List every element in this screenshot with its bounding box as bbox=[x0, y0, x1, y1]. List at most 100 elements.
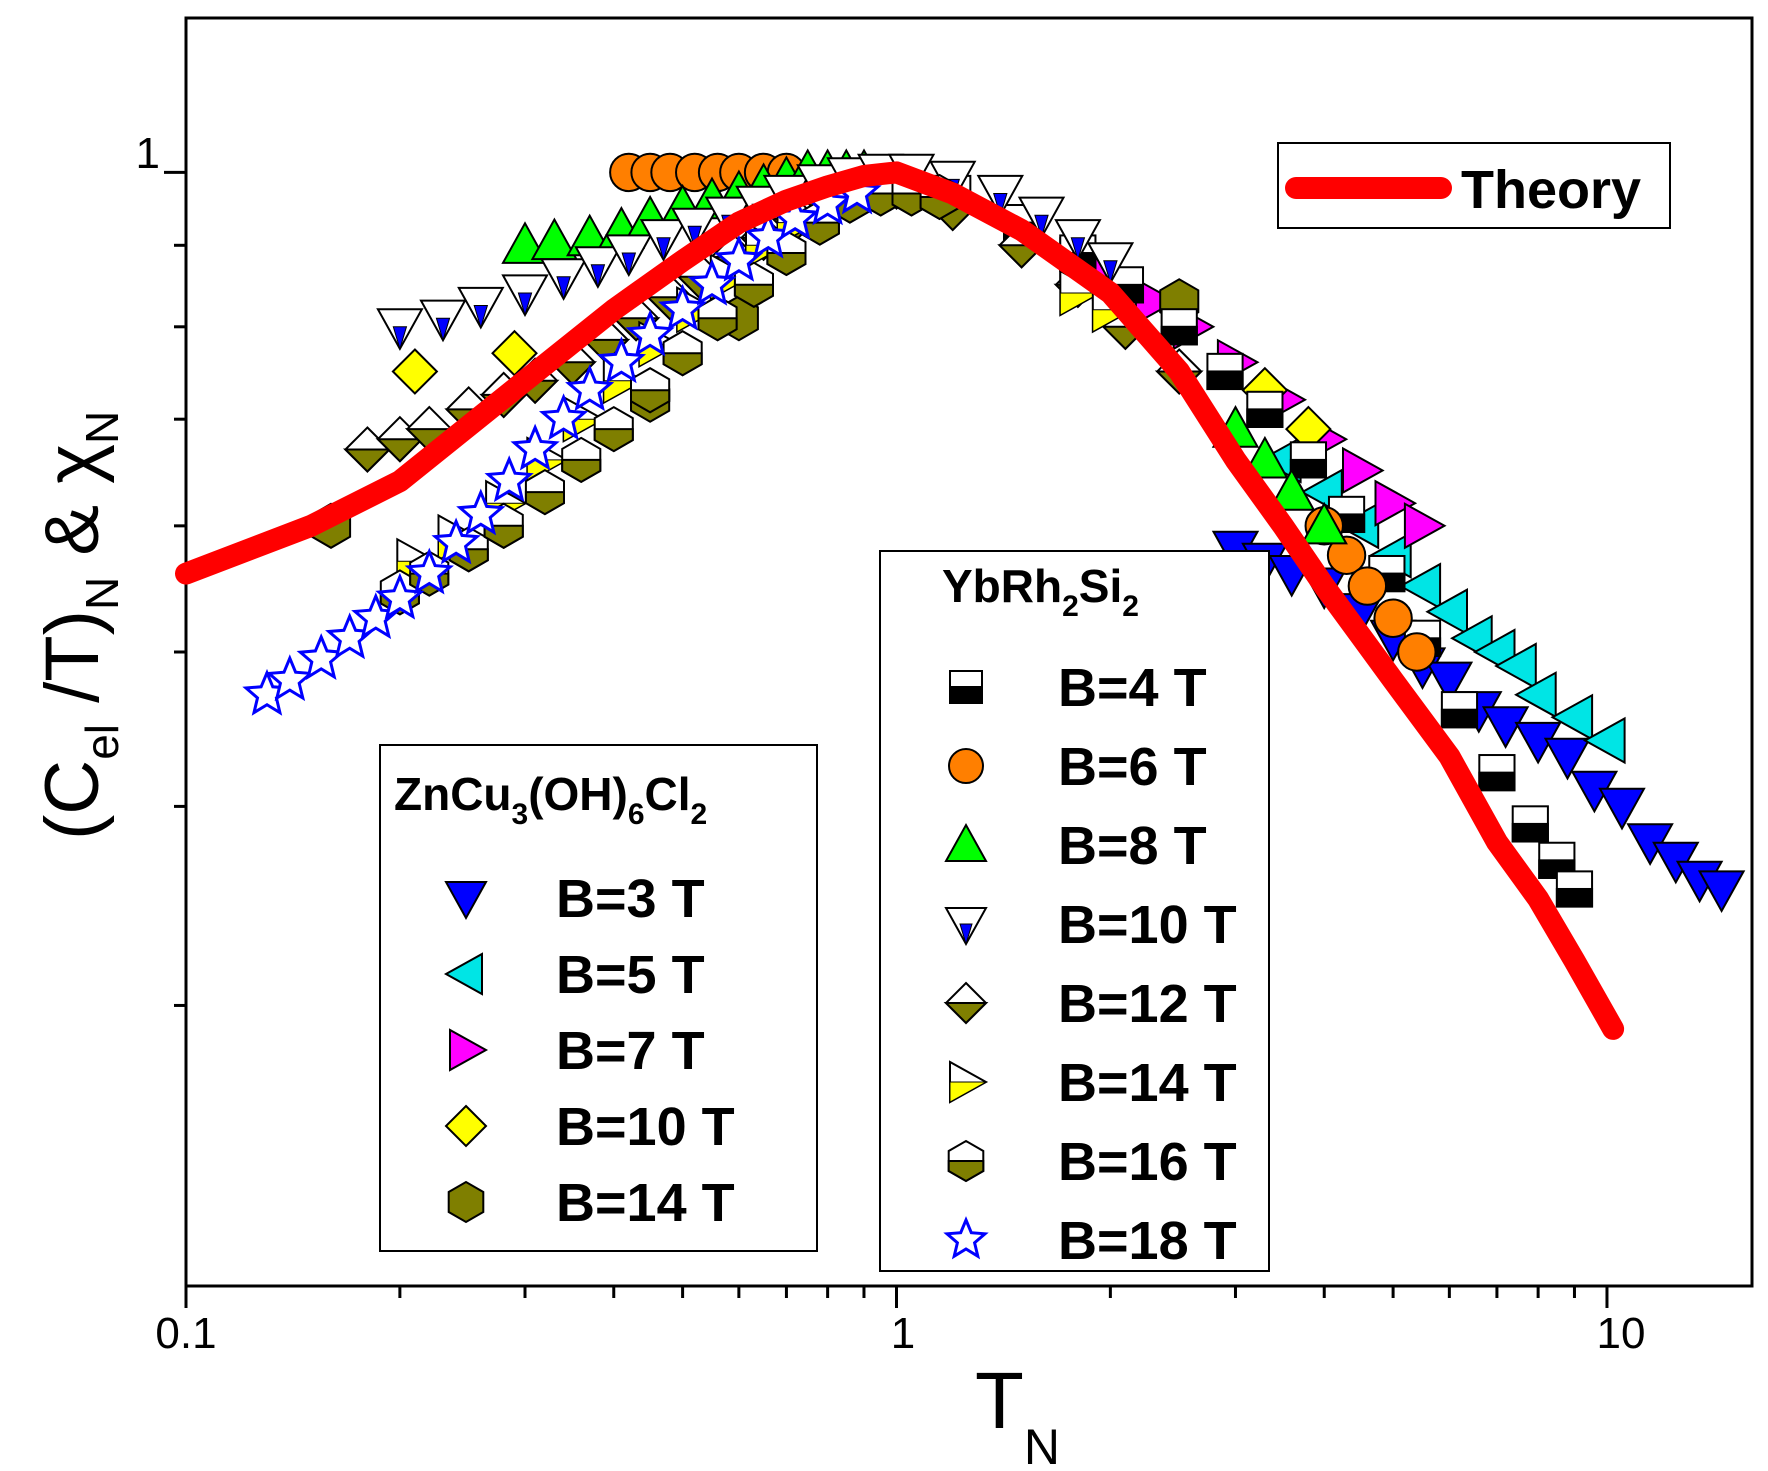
data-point bbox=[1555, 870, 1594, 908]
data-point bbox=[1017, 196, 1066, 240]
legend-label: B=4 T bbox=[1058, 658, 1207, 718]
data-point bbox=[561, 436, 602, 484]
data-point bbox=[565, 364, 615, 412]
data-point bbox=[574, 246, 622, 289]
data-point bbox=[1494, 642, 1537, 690]
series-yb-12 bbox=[242, 167, 882, 716]
legend-marker bbox=[449, 1028, 489, 1072]
theory-legend: Theory bbox=[1277, 142, 1671, 229]
data-point bbox=[671, 207, 719, 251]
legend-title-part: (OH) bbox=[528, 768, 628, 820]
legend-zncu-entries: B=3 T B=5 T B=7 T B=10 T B=14 T bbox=[443, 869, 735, 1233]
data-point bbox=[1289, 441, 1328, 479]
data-point bbox=[1398, 562, 1442, 610]
x-axis-title-sub: N bbox=[1024, 1419, 1060, 1471]
legend-ybrh: YbRh2Si2 B=4 TB=6 TB=8 TB=10 TB=12 TB=14… bbox=[879, 550, 1270, 1272]
data-point bbox=[1514, 671, 1557, 719]
data-point bbox=[1373, 598, 1413, 638]
data-point bbox=[1374, 479, 1418, 527]
data-point bbox=[404, 547, 454, 595]
theory-legend-label: Theory bbox=[1461, 160, 1641, 220]
y-tick-label-1: 1 bbox=[136, 129, 160, 178]
legend-label: B=3 T bbox=[556, 869, 705, 929]
legend-title-part: 2 bbox=[691, 798, 708, 831]
x-tick-label-1: 1 bbox=[891, 1309, 915, 1358]
data-point bbox=[1550, 693, 1594, 741]
data-point bbox=[1403, 502, 1447, 550]
data-point bbox=[1347, 566, 1388, 606]
legend-label: B=10 T bbox=[556, 1097, 735, 1157]
y-axis-title-mid: /T) bbox=[30, 610, 115, 724]
data-point bbox=[1543, 737, 1592, 781]
data-point bbox=[524, 468, 565, 516]
x-tick-label-0-1: 0.1 bbox=[155, 1309, 216, 1358]
data-point bbox=[596, 336, 647, 384]
data-point bbox=[1425, 588, 1468, 636]
data-point bbox=[539, 258, 588, 301]
legend-marker bbox=[947, 1139, 985, 1183]
legend-label: B=14 T bbox=[1058, 1053, 1237, 1113]
legend-ybrh-entries: B=4 T B=6 T B=8 T B=10 T B=12 T B=14 T B=16 T B… bbox=[943, 658, 1237, 1271]
legend-label: B=16 T bbox=[1058, 1132, 1237, 1192]
y-axis-title-amp: & χ bbox=[30, 444, 115, 577]
x-axis-title: TN bbox=[975, 1356, 1060, 1471]
y-axis-title-sub1: el bbox=[76, 724, 128, 760]
legend-label: B=18 T bbox=[1058, 1211, 1237, 1271]
data-point bbox=[630, 367, 671, 414]
data-point bbox=[1582, 716, 1626, 765]
data-point bbox=[639, 219, 688, 262]
data-point bbox=[662, 330, 703, 377]
data-point bbox=[1697, 870, 1746, 914]
y-axis-title-sub3: N bbox=[76, 411, 128, 444]
data-point bbox=[625, 309, 675, 357]
data-point bbox=[1326, 535, 1367, 575]
data-point bbox=[501, 274, 549, 318]
data-point bbox=[1342, 446, 1385, 495]
legend-marker bbox=[444, 881, 488, 921]
data-point bbox=[1481, 706, 1530, 749]
data-point bbox=[1086, 242, 1135, 285]
legend-marker bbox=[447, 1180, 485, 1224]
legend-ybrh-frame bbox=[879, 550, 1270, 1272]
legend-label: B=12 T bbox=[1058, 974, 1237, 1034]
data-point bbox=[376, 308, 424, 351]
data-point bbox=[1440, 691, 1479, 729]
data-point bbox=[1478, 754, 1516, 792]
legend-label: B=10 T bbox=[1058, 895, 1237, 955]
legend-marker bbox=[444, 1104, 488, 1148]
legend-marker bbox=[948, 748, 984, 784]
legend-marker bbox=[943, 1216, 989, 1260]
data-point bbox=[1206, 352, 1244, 391]
data-point bbox=[1246, 390, 1284, 428]
legend-zncu-frame bbox=[379, 744, 818, 1252]
data-point bbox=[1397, 632, 1437, 672]
data-point bbox=[419, 299, 467, 343]
data-point bbox=[976, 174, 1024, 218]
x-tick-label-10: 10 bbox=[1597, 1309, 1646, 1358]
data-point bbox=[593, 405, 634, 453]
legend-label: B=8 T bbox=[1058, 816, 1207, 876]
axis-ticks bbox=[164, 170, 1609, 1308]
y-axis-title: (Cel /T)N & χN bbox=[30, 411, 128, 840]
data-point bbox=[1054, 219, 1102, 262]
data-point bbox=[1598, 787, 1646, 831]
data-point bbox=[265, 654, 315, 702]
data-point bbox=[456, 488, 506, 536]
data-point bbox=[431, 517, 481, 565]
legend-marker bbox=[443, 952, 483, 996]
legend-title-part: 2 bbox=[1062, 590, 1079, 623]
theory-curve bbox=[175, 161, 1625, 1040]
data-point bbox=[1160, 308, 1198, 346]
data-point bbox=[391, 348, 439, 395]
legend-title-part: Si bbox=[1079, 560, 1122, 612]
y-axis-title-open: (C bbox=[30, 760, 115, 840]
legend-label: B=6 T bbox=[1058, 737, 1207, 797]
legend-title-part: ZnCu bbox=[394, 768, 512, 820]
data-point bbox=[1425, 661, 1474, 705]
legend-marker bbox=[944, 907, 988, 947]
legend-title-part: 6 bbox=[628, 798, 645, 831]
data-point bbox=[510, 423, 560, 471]
data-point bbox=[605, 234, 653, 278]
legend-marker bbox=[943, 981, 989, 1025]
